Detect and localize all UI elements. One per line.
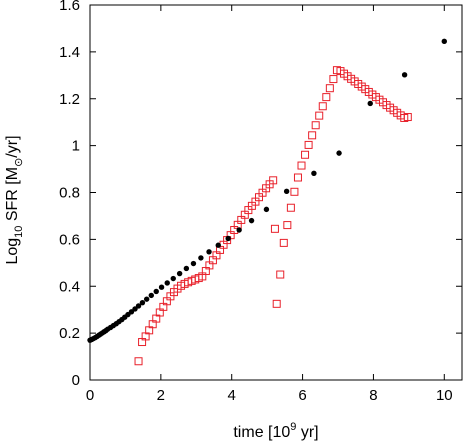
x-tick-label: 8 — [369, 387, 377, 404]
red-square-point — [290, 187, 299, 196]
y-tick-label: 1.6 — [59, 0, 80, 14]
y-tick-label: 0.6 — [59, 231, 80, 248]
red-square-point — [270, 224, 279, 233]
black-circle-point — [206, 249, 212, 255]
black-circle-point — [135, 303, 142, 309]
red-square-point — [315, 111, 324, 120]
black-circle-point — [190, 260, 197, 267]
red-square-point — [322, 93, 331, 102]
red-square-point — [301, 150, 310, 159]
series-red-squares — [134, 66, 412, 366]
black-circle-point — [236, 227, 242, 233]
x-axis-label: time [109 yr] — [233, 421, 318, 441]
black-circle-point — [441, 38, 447, 45]
y-tick-label: 0.4 — [59, 278, 80, 295]
red-square-point — [308, 131, 317, 140]
black-circle-point — [311, 170, 317, 176]
red-square-point — [403, 113, 412, 122]
black-circle-point — [198, 255, 204, 261]
black-circle-point — [336, 150, 342, 156]
y-tick-label: 1.2 — [59, 91, 80, 108]
red-square-point — [283, 221, 292, 230]
red-square-point — [318, 102, 327, 111]
plot-frame — [89, 4, 463, 381]
black-circle-point — [248, 217, 255, 224]
black-circle-point — [225, 235, 231, 242]
black-circle-point — [148, 292, 154, 299]
y-tick-label: 1.4 — [59, 44, 80, 61]
red-square-point — [304, 140, 313, 149]
black-circle-point — [401, 72, 408, 78]
black-circle-point — [158, 284, 165, 290]
red-square-point — [279, 238, 288, 247]
red-square-point — [311, 121, 320, 130]
y-axis-label: Log10 SFR [M⊙/yr] — [4, 135, 25, 264]
black-circle-point — [176, 270, 183, 277]
y-tick-label: 0 — [72, 372, 80, 389]
black-circle-point — [132, 306, 138, 312]
red-square-point — [276, 270, 285, 279]
black-circle-point — [367, 100, 373, 107]
black-circle-point — [283, 188, 290, 195]
black-circle-point — [143, 296, 150, 302]
red-square-point — [297, 161, 306, 170]
red-square-point — [272, 299, 281, 308]
series-black-circles — [87, 38, 447, 343]
y-tick-label: 0.8 — [59, 185, 80, 202]
x-tick-label: 0 — [86, 387, 94, 404]
x-tick-label: 2 — [157, 387, 165, 404]
red-square-point — [293, 173, 302, 182]
red-square-point — [134, 357, 143, 366]
red-square-point — [286, 203, 295, 212]
black-circle-point — [183, 265, 190, 272]
x-tick-label: 10 — [436, 387, 453, 404]
red-square-point — [269, 176, 278, 185]
black-circle-point — [263, 206, 270, 213]
x-tick-label: 4 — [228, 387, 236, 404]
x-tick-label: 6 — [298, 387, 306, 404]
y-tick-label: 1 — [72, 138, 80, 155]
black-circle-point — [215, 242, 221, 248]
red-square-point — [329, 75, 338, 84]
y-tick-label: 0.2 — [59, 325, 80, 342]
black-circle-point — [164, 280, 170, 286]
black-circle-point — [170, 275, 176, 282]
black-circle-point — [139, 299, 146, 306]
black-circle-point — [153, 288, 159, 295]
red-square-point — [325, 84, 334, 93]
